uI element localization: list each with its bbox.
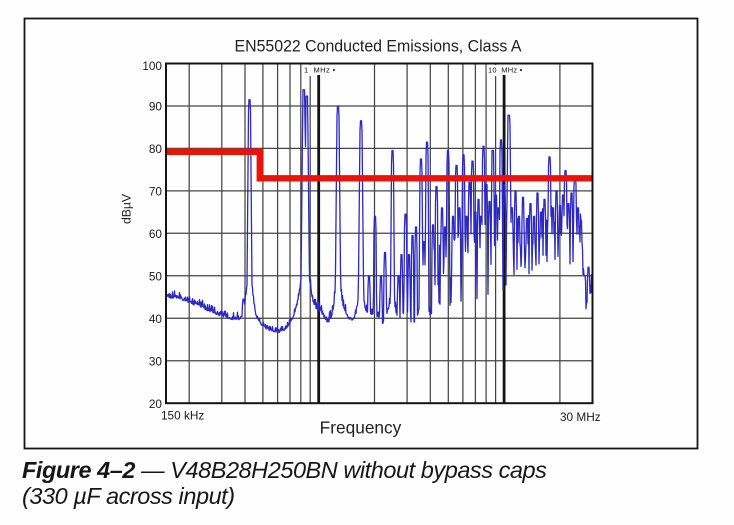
svg-text:dBµV: dBµV — [120, 193, 134, 224]
svg-text:90: 90 — [149, 100, 163, 114]
svg-text:40: 40 — [149, 312, 163, 326]
svg-text:Frequency: Frequency — [320, 417, 402, 437]
svg-text:70: 70 — [149, 185, 163, 199]
svg-text:60: 60 — [149, 227, 163, 241]
svg-text:30: 30 — [149, 354, 163, 368]
svg-text:150 kHz: 150 kHz — [161, 409, 204, 423]
svg-text:100: 100 — [142, 59, 162, 73]
svg-text:10 MHz •: 10 MHz • — [488, 66, 523, 75]
svg-text:50: 50 — [149, 270, 163, 284]
svg-text:EN55022 Conducted Emissions, C: EN55022 Conducted Emissions, Class A — [235, 38, 522, 56]
svg-text:1 MHz •: 1 MHz • — [304, 66, 336, 75]
svg-text:80: 80 — [149, 142, 163, 156]
svg-text:30 MHz: 30 MHz — [560, 410, 601, 424]
svg-text:20: 20 — [149, 397, 163, 411]
